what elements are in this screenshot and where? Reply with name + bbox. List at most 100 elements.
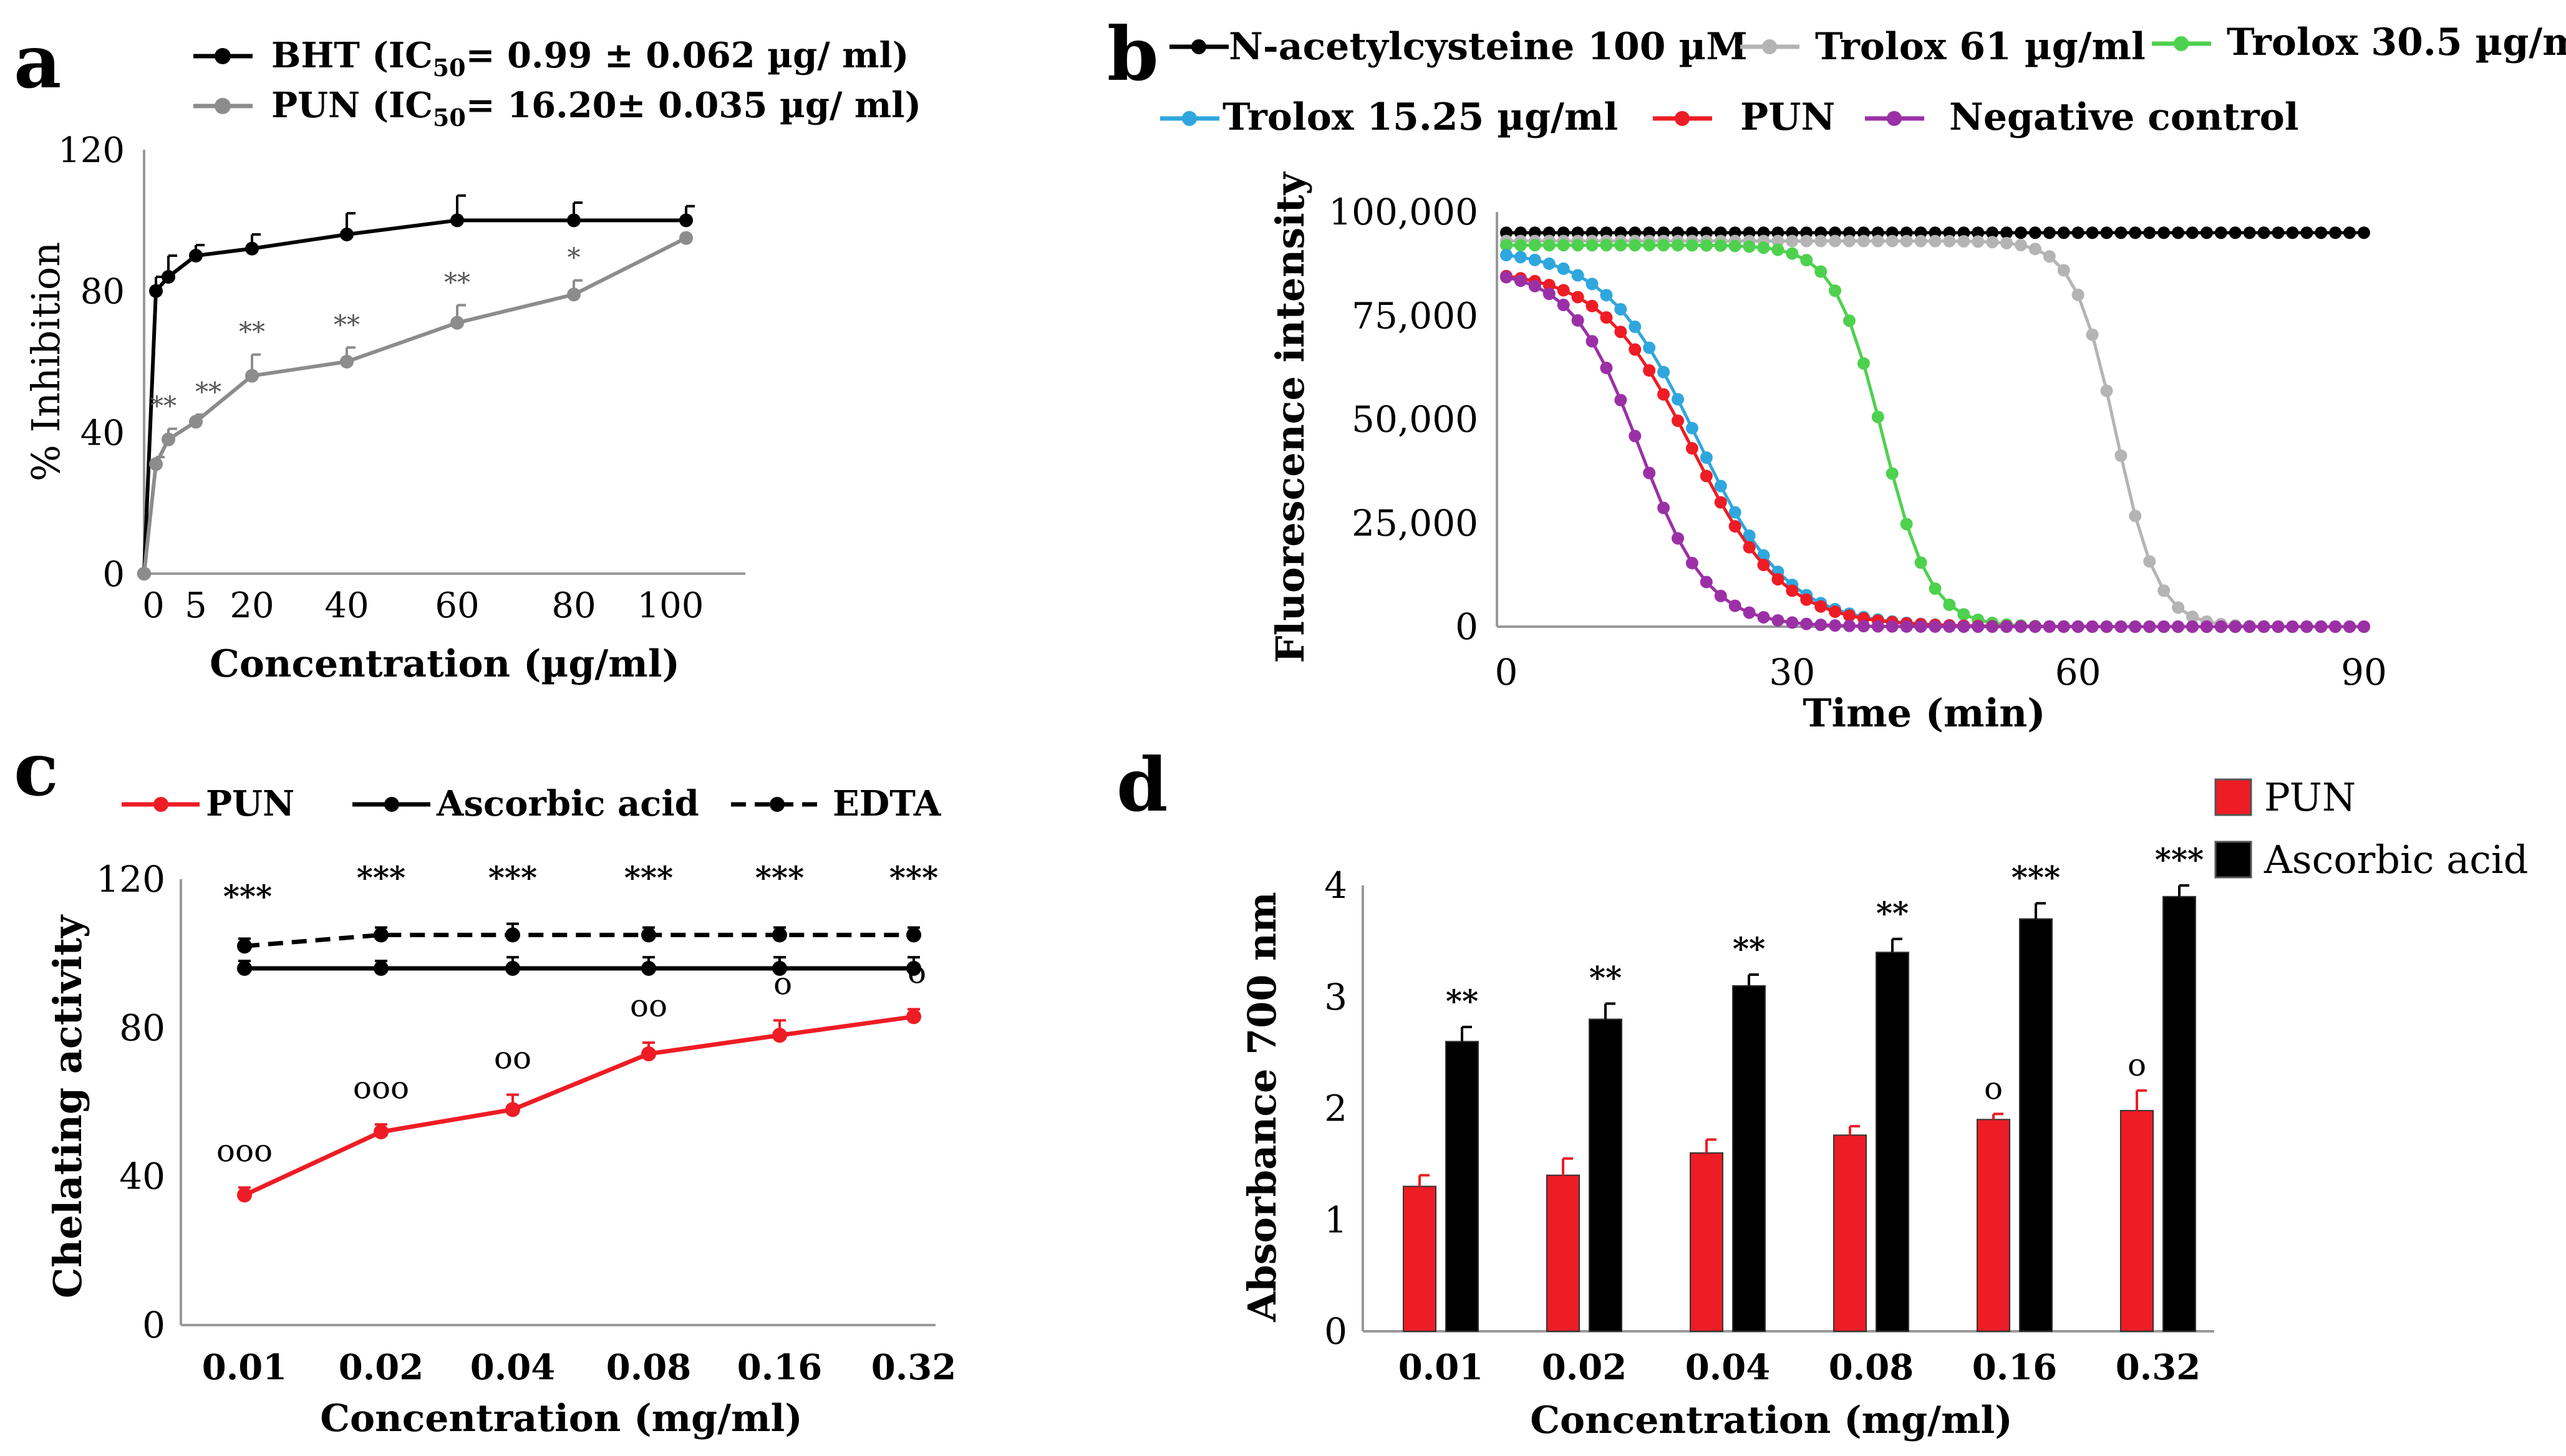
- legend-c-aa-marker: [384, 797, 399, 812]
- b-point: [2071, 620, 2084, 633]
- d-bar-ascorbic-acid: [1732, 985, 1766, 1332]
- a-y-tick-label: 80: [80, 272, 125, 312]
- b-point: [1714, 589, 1727, 602]
- d-bar-pun: [2120, 1110, 2154, 1332]
- a-significance: **: [444, 267, 470, 297]
- a-point-pun: [450, 316, 464, 330]
- b-point: [1557, 239, 1570, 252]
- b-point: [1929, 234, 1942, 248]
- a-point-pun: [340, 355, 354, 369]
- b-point: [1714, 480, 1727, 493]
- axis-c-x-ticks: 0.01 0.02 0.04 0.08 0.16 0.32: [202, 1347, 956, 1388]
- c-sig-bottom: o: [908, 955, 926, 991]
- c-sig-top: ***: [889, 859, 938, 896]
- b-point: [1600, 311, 1613, 324]
- c-sig-bottom: o: [773, 965, 792, 1001]
- b-point: [2100, 384, 2113, 397]
- b-point: [1757, 558, 1770, 571]
- b-point: [2229, 620, 2242, 633]
- c-x-tick-label: 0.01: [202, 1347, 287, 1388]
- b-point: [1900, 234, 1913, 248]
- legend-d-aa-text: Ascorbic acid: [2263, 837, 2528, 882]
- b-point: [1786, 234, 1799, 248]
- b-point: [2157, 584, 2171, 597]
- d-bar-pun: [1690, 1152, 1723, 1332]
- b-point: [1586, 239, 1599, 252]
- b-point: [2172, 226, 2185, 239]
- b-point: [2114, 449, 2128, 462]
- a-y-tick-label: 120: [58, 130, 125, 171]
- b-point: [1657, 388, 1670, 401]
- c-point: [772, 927, 787, 943]
- b-point: [1657, 501, 1670, 514]
- c-y-tick-label: 0: [142, 1304, 165, 1346]
- d-bar-ascorbic-acid: [2162, 895, 2196, 1332]
- b-point: [1972, 620, 1985, 633]
- b-point: [2086, 620, 2099, 633]
- c-y-tick-label: 120: [96, 858, 165, 900]
- b-point: [2015, 226, 2027, 239]
- c-y-tick-label: 40: [119, 1155, 165, 1198]
- b-point: [1600, 362, 1613, 375]
- b-legend-marker: [1887, 111, 1902, 126]
- b-point: [1986, 226, 1999, 239]
- a-x-tick-label: 80: [551, 586, 596, 626]
- b-point: [1972, 235, 1985, 248]
- b-legend-marker: [1762, 39, 1777, 54]
- b-point: [2229, 226, 2242, 239]
- legend-a-bht-marker: [215, 48, 231, 64]
- b-point: [2172, 601, 2185, 614]
- axis-c-y-label: Chelating activity: [45, 914, 90, 1298]
- a-x-tick-label: 100: [637, 586, 704, 626]
- b-point: [1586, 277, 1599, 291]
- b-point: [2343, 620, 2356, 633]
- b-point: [2157, 620, 2171, 633]
- c-point: [505, 1102, 520, 1117]
- c-x-tick-label: 0.32: [871, 1347, 956, 1388]
- b-point: [2214, 620, 2227, 633]
- a-y-tick-label: 0: [102, 554, 125, 595]
- b-point: [1800, 254, 1813, 267]
- b-point: [1700, 239, 1713, 252]
- a-point-pun: [149, 457, 163, 471]
- b-point: [2200, 226, 2213, 239]
- b-point: [1700, 576, 1713, 589]
- b-point: [1528, 253, 1541, 266]
- b-point: [1829, 234, 1842, 248]
- b-point: [2200, 620, 2213, 633]
- a-point-pun: [567, 287, 581, 302]
- b-point: [1800, 593, 1813, 606]
- axis-b-y-label: Fluorescence intensity: [1267, 171, 1313, 663]
- b-point: [2071, 288, 2084, 301]
- b-point: [1629, 430, 1642, 443]
- b-point: [1657, 365, 1670, 378]
- a-significance: **: [150, 391, 177, 422]
- c-point: [374, 927, 389, 943]
- b-point: [1972, 226, 1985, 239]
- b-point: [2272, 226, 2285, 239]
- b-point: [1743, 529, 1756, 542]
- b-point: [1743, 606, 1756, 619]
- b-point: [2057, 620, 2070, 633]
- b-point: [1542, 239, 1556, 252]
- b-point: [2243, 226, 2256, 239]
- b-point: [2086, 226, 2099, 239]
- c-sig-bottom: ooo: [216, 1133, 273, 1169]
- b-legend-label: Trolox 61 µg/ml: [1815, 25, 2146, 69]
- d-bar-ascorbic-acid: [1876, 952, 1909, 1332]
- d-bar-ascorbic-acid: [1445, 1041, 1479, 1332]
- a-point-bht: [162, 270, 175, 284]
- a-x-tick-label: 60: [435, 586, 479, 626]
- b-point: [2043, 226, 2056, 239]
- a-x-tick-label: 40: [324, 586, 369, 626]
- b-point: [1614, 239, 1627, 252]
- series-b: [1500, 226, 2370, 633]
- b-point: [2100, 226, 2113, 239]
- axis-c-x-label: Concentration (mg/ml): [320, 1397, 802, 1440]
- legend-a: BHT (IC50= 0.99 ± 0.062 µg/ ml) PUN (IC5…: [193, 35, 921, 132]
- axis-b-x-ticks: 0 30 60 90: [1495, 651, 2387, 693]
- a-y-tick-label: 40: [80, 413, 125, 453]
- b-point: [2300, 620, 2313, 633]
- b-point: [2214, 226, 2227, 239]
